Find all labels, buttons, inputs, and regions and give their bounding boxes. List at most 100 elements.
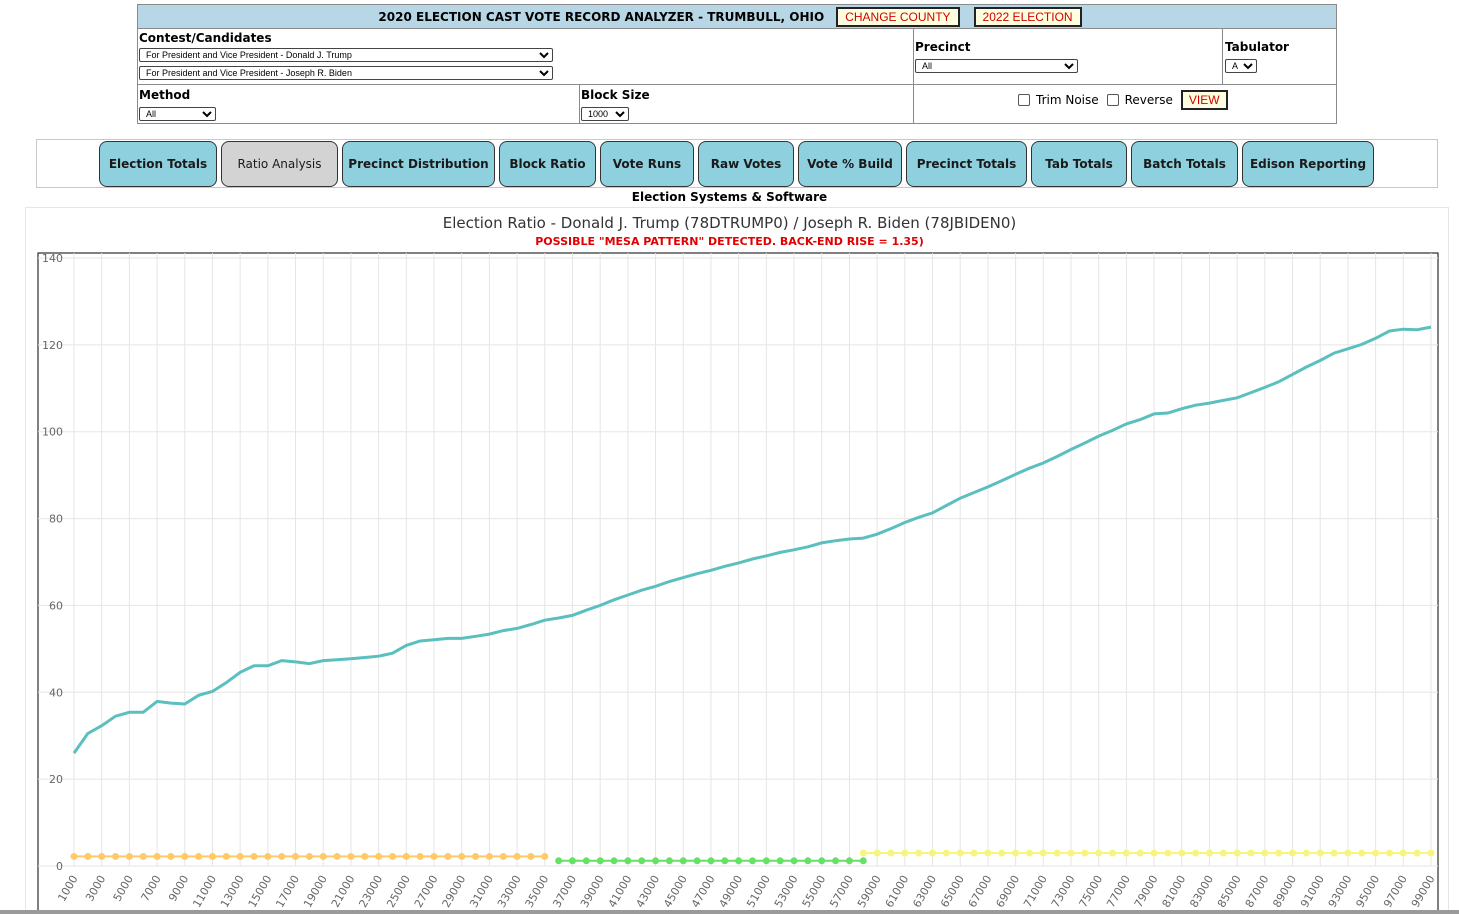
segment-point — [679, 857, 687, 865]
segment-point — [1192, 849, 1200, 857]
x-tick-label: 23000 — [356, 873, 385, 910]
segment-point — [942, 849, 950, 857]
trim-noise-label: Trim Noise — [1036, 93, 1099, 107]
method-select[interactable]: All — [139, 107, 216, 121]
divider — [579, 85, 580, 124]
segment-point — [361, 852, 369, 860]
tab-precinct-distribution[interactable]: Precinct Distribution — [342, 141, 495, 187]
tab-ratio-analysis[interactable]: Ratio Analysis — [221, 141, 338, 187]
tab-tab-totals[interactable]: Tab Totals — [1031, 141, 1127, 187]
ratio-line — [72, 325, 1432, 754]
trim-noise-option[interactable]: Trim Noise — [1018, 93, 1099, 107]
x-tick-label: 59000 — [855, 873, 884, 910]
election-2022-button[interactable]: 2022 ELECTION — [973, 6, 1082, 27]
segment-point — [1289, 849, 1297, 857]
view-button[interactable]: VIEW — [1180, 90, 1228, 110]
block-size-select[interactable]: 1000 — [581, 107, 629, 121]
tabulator-select[interactable]: All — [1225, 59, 1257, 73]
x-tick-label: 31000 — [467, 873, 496, 910]
segment-point — [1275, 849, 1283, 857]
segment-point — [1372, 849, 1380, 857]
tab-edison-reporting[interactable]: Edison Reporting — [1242, 141, 1374, 187]
precinct-section: Precinct All — [915, 40, 1078, 73]
x-tick-label: 29000 — [440, 873, 469, 910]
plot-area — [37, 252, 1439, 914]
x-tick-label: 27000 — [412, 873, 441, 910]
x-tick-label: 55000 — [800, 873, 829, 910]
segment-point — [1413, 849, 1421, 857]
segment-point — [984, 849, 992, 857]
change-county-button[interactable]: CHANGE COUNTY — [836, 6, 960, 27]
segment-point — [790, 857, 798, 865]
segment-point — [153, 852, 161, 860]
segment-point — [1233, 849, 1241, 857]
tab-bar: Election Totals Ratio Analysis Precinct … — [36, 139, 1438, 188]
chart-frame — [25, 207, 1449, 914]
segment-point — [402, 852, 410, 860]
segment-point — [541, 852, 549, 860]
segment-point — [970, 849, 978, 857]
horizontal-scrollbar[interactable] — [0, 910, 1459, 914]
tab-precinct-totals[interactable]: Precinct Totals — [906, 141, 1027, 187]
precinct-select[interactable]: All — [915, 59, 1078, 73]
x-tick-label: 73000 — [1049, 873, 1078, 910]
segment-point — [1012, 849, 1020, 857]
candidate1-select[interactable]: For President and Vice President - Donal… — [139, 48, 553, 62]
segment-point — [818, 857, 826, 865]
tab-vote-percent-build[interactable]: Vote % Build — [798, 141, 902, 187]
segment-point — [1399, 849, 1407, 857]
segment-point — [735, 857, 743, 865]
segment-point — [1150, 849, 1158, 857]
segment-point — [1344, 849, 1352, 857]
x-tick-label: 1000 — [55, 873, 80, 904]
segment-point — [873, 849, 881, 857]
x-tick-label: 37000 — [550, 873, 579, 910]
segment-point — [1261, 849, 1269, 857]
tab-vote-runs[interactable]: Vote Runs — [600, 141, 694, 187]
segment-point — [1053, 849, 1061, 857]
x-tick-label: 99000 — [1409, 873, 1438, 910]
tab-block-ratio[interactable]: Block Ratio — [499, 141, 596, 187]
tab-raw-votes[interactable]: Raw Votes — [698, 141, 794, 187]
segment-point — [652, 857, 660, 865]
segment-point — [693, 857, 701, 865]
x-tick-label: 3000 — [83, 873, 108, 904]
segment-point — [624, 857, 632, 865]
divider — [138, 84, 1336, 85]
x-tick-label: 41000 — [606, 873, 635, 910]
segment-point — [278, 852, 286, 860]
segment-point — [167, 852, 175, 860]
x-tick-label: 83000 — [1187, 873, 1216, 910]
segment-point — [1025, 849, 1033, 857]
segment-point — [1122, 849, 1130, 857]
x-tick-label: 69000 — [993, 873, 1022, 910]
trim-noise-checkbox[interactable] — [1018, 94, 1030, 106]
segment-point — [84, 852, 92, 860]
x-tick-label: 57000 — [827, 873, 856, 910]
x-tick-label: 79000 — [1132, 873, 1161, 910]
contest-label: Contest/Candidates — [139, 31, 272, 45]
segment-point — [139, 852, 147, 860]
reverse-option[interactable]: Reverse — [1106, 93, 1173, 107]
tab-batch-totals[interactable]: Batch Totals — [1131, 141, 1238, 187]
segment-point — [1205, 849, 1213, 857]
segment-point — [513, 852, 521, 860]
segment-point — [1302, 849, 1310, 857]
segment-point — [582, 857, 590, 865]
segment-point — [1330, 849, 1338, 857]
segment-point — [915, 849, 923, 857]
segment-point — [610, 857, 618, 865]
x-tick-label: 13000 — [218, 873, 247, 910]
candidate2-select[interactable]: For President and Vice President - Josep… — [139, 66, 553, 80]
panel-header: 2020 ELECTION CAST VOTE RECORD ANALYZER … — [138, 5, 1336, 29]
segment-point — [1178, 849, 1186, 857]
tab-election-totals[interactable]: Election Totals — [99, 141, 217, 187]
segment-point — [804, 857, 812, 865]
method-section: Method All — [139, 88, 216, 121]
x-tick-label: 49000 — [716, 873, 745, 910]
x-tick-label: 25000 — [384, 873, 413, 910]
reverse-checkbox[interactable] — [1106, 94, 1119, 106]
segment-point — [319, 852, 327, 860]
chart-title: Election Ratio - Donald J. Trump (78DTRU… — [442, 214, 1017, 232]
segment-point — [845, 857, 853, 865]
